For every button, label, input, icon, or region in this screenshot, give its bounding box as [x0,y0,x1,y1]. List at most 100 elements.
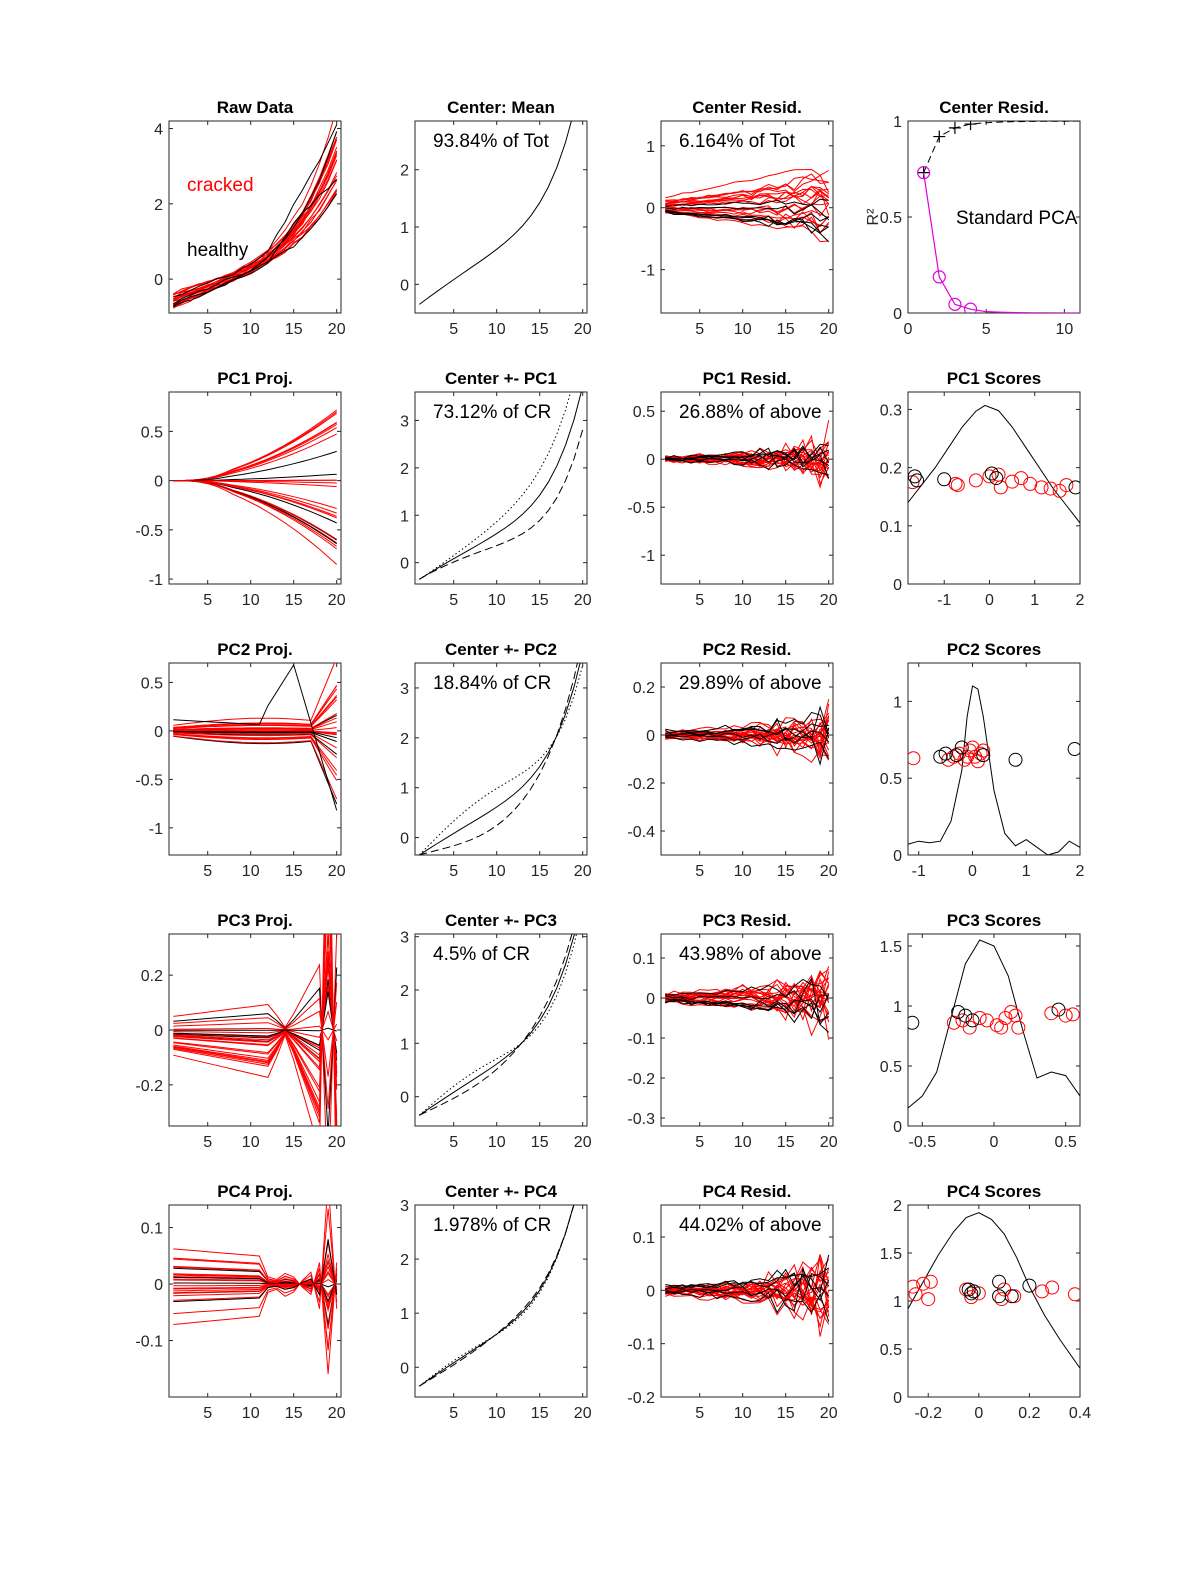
axes-box [168,391,342,585]
plot-area [418,934,577,1116]
healthy-score-marker [965,1013,980,1028]
axes-box [168,120,342,314]
panel-title: PC3 Proj. [217,911,293,930]
y-tick-label: 0 [154,474,163,491]
x-tick-label: 5 [203,863,212,880]
y-tick-label: 0 [646,728,655,745]
series-line [173,934,338,1123]
r2-standard-pca-marker [948,297,962,311]
x-tick-label: 0 [990,1134,999,1151]
healthy-score-marker [1067,742,1080,757]
series-line [173,688,338,729]
cracked-score-marker [989,1018,1004,1033]
series-line [665,208,829,220]
cracked-score-marker [1004,1005,1019,1019]
series-line [173,1279,337,1287]
x-tick-label: 10 [488,1405,506,1422]
x-tick-label: 10 [242,1134,260,1151]
plot-area [173,663,338,811]
panel-title: Center +- PC2 [445,640,557,659]
y-tick-label: -0.1 [627,1337,655,1354]
legend-text-healthy: healthy [187,240,249,261]
series-line [173,131,338,307]
x-tick-label: 15 [285,321,303,338]
cracked-score-marker [1023,476,1038,491]
y-tick-label: -0.5 [135,523,163,540]
annotation-text: 44.02% of above [679,1215,822,1236]
x-tick-label: 20 [574,592,592,609]
y-axis-label: R² [865,208,882,226]
x-tick-label: 0 [904,321,913,338]
cracked-score-marker [979,1013,994,1028]
panel-title: PC2 Scores [947,640,1042,659]
series-line [173,967,338,1068]
annotation-text: 26.88% of above [679,402,822,423]
y-tick-label: 1 [893,694,902,711]
y-tick-label: 2 [400,1252,409,1269]
healthy-score-marker [989,471,1004,486]
plot-area [173,121,338,309]
x-tick-label: 0.4 [1069,1405,1091,1422]
cracked-score-marker [976,743,991,758]
y-tick-label: 3 [400,681,409,698]
cracked-score-marker [908,1279,921,1294]
axes-box [660,933,834,1127]
healthy-score-marker [958,1008,973,1023]
x-tick-label: 5 [449,592,458,609]
series-line [173,934,338,1126]
series-line [419,392,582,580]
x-tick-label: 10 [1055,321,1073,338]
axes-box [907,662,1081,856]
series-line [173,1265,338,1330]
annotation-text: 1.978% of CR [433,1215,551,1236]
series-line [665,204,830,221]
series-line [173,734,338,781]
series-line [173,1023,338,1041]
r2-cumulative-line [923,121,1080,173]
series-line [665,969,830,999]
panel-pc3scores: PC3 Scores -0.5 0 0.5 0 0.5 1 1.5 [880,911,1081,1151]
cracked-score-marker [1005,474,1020,489]
y-tick-label: -0.2 [627,1071,655,1088]
series-line [173,934,337,1126]
series-line [665,1291,830,1322]
cracked-score-marker [921,1292,936,1307]
density-curve [908,939,1080,1109]
series-line [173,1259,338,1294]
x-tick-label: 10 [488,863,506,880]
x-tick-label: 5 [695,1134,704,1151]
series-line [173,735,338,805]
y-tick-label: 0.5 [880,1342,902,1359]
x-tick-label: 20 [328,592,346,609]
panel-title: PC1 Resid. [703,369,792,388]
panel-title: Center +- PC3 [445,911,557,930]
series-line [665,736,830,760]
cracked-score-marker [1011,1020,1026,1035]
healthy-score-marker [937,472,952,487]
r2-standard-pca-marker [932,270,946,284]
series-line [665,989,830,1014]
x-tick-label: 20 [574,1405,592,1422]
y-tick-label: 0.2 [880,461,902,478]
plot-area [665,699,830,766]
series-line [173,934,337,1126]
series-line [173,1208,338,1315]
y-tick-label: 0.2 [633,680,655,697]
plot-area [908,685,1080,855]
cracked-score-marker [1034,480,1049,495]
cracked-score-marker [1035,1284,1050,1299]
series-line [173,979,338,1061]
y-tick-label: 0 [893,848,902,865]
series-line [173,188,338,305]
healthy-score-marker [910,473,925,488]
x-tick-label: 20 [820,1405,838,1422]
x-tick-label: 20 [328,863,346,880]
x-tick-label: 15 [777,1405,795,1422]
panel-pc2scores: PC2 Scores -1 0 1 2 0 0.5 1 [880,640,1085,880]
panel-title: PC4 Resid. [703,1182,792,1201]
x-tick-label: 20 [820,1134,838,1151]
healthy-score-marker [992,1274,1007,1289]
plot-area [665,420,830,489]
series-line [665,198,829,207]
